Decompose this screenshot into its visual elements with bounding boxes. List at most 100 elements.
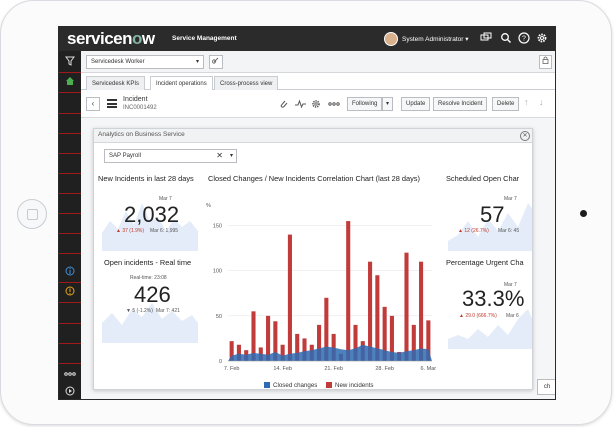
menu-icon[interactable] (107, 99, 117, 108)
search-icon[interactable] (499, 32, 513, 46)
new-incidents-bar (389, 315, 394, 361)
new-incidents-bar (280, 344, 285, 361)
workspace-selector[interactable]: Servicedesk Worker ▾ (86, 55, 204, 69)
new-incidents-bar (317, 324, 322, 361)
lock-icon[interactable] (539, 55, 552, 69)
chart-y-tick: 50 (216, 314, 222, 320)
attachment-icon[interactable] (279, 99, 288, 111)
update-button[interactable]: Update (401, 97, 431, 111)
chart-legend: Closed changes New incidents (264, 382, 374, 389)
close-icon[interactable]: ✕ (520, 131, 530, 141)
open-incidents-value[interactable]: 426 (134, 282, 171, 307)
scheduled-compare: Mar 6: 45 (498, 228, 520, 234)
app-name: Service Management (172, 35, 237, 42)
user-menu[interactable]: System Administrator ▾ (402, 36, 469, 43)
analytics-modal: Analytics on Business Service ✕ SAP Payr… (93, 128, 533, 390)
legend-new-incidents[interactable]: New incidents (325, 382, 374, 389)
module-tabs: Servicedesk KPIs Incident operations Cro… (81, 76, 555, 90)
new-incidents-bar (368, 261, 373, 361)
closed-changes-area (228, 344, 432, 361)
delete-button[interactable]: Delete (492, 97, 520, 111)
new-incidents-bar (236, 344, 241, 361)
chart-x-tick: 7. Feb (224, 366, 240, 372)
open-incidents-title[interactable]: Open incidents - Real time (104, 258, 192, 267)
user-avatar[interactable] (384, 32, 398, 46)
warning-icon[interactable] (59, 283, 81, 303)
new-incidents-bar (324, 297, 329, 361)
percentage-urgent-title[interactable]: Percentage Urgent Cha (446, 258, 524, 267)
correlation-chart[interactable]: % 0 50 100 150 7. Feb 14. Feb 21. Feb 28. Feb 6. … (200, 191, 440, 379)
new-incidents-bar (375, 275, 380, 361)
new-incidents-title[interactable]: New Incidents in last 28 days (98, 174, 194, 183)
pct-urgent-sparkline (448, 309, 532, 349)
play-icon[interactable] (59, 383, 81, 399)
chart-x-tick: 28. Feb (375, 366, 394, 372)
more-icon[interactable] (59, 364, 81, 384)
new-incidents-bar (331, 333, 336, 361)
following-menu-button[interactable]: ▾ (382, 97, 394, 111)
pct-urgent-delta: ▲ 29.0 (666.7%) (459, 313, 497, 319)
servicenow-logo[interactable]: servicenow (67, 29, 155, 48)
record-number: INC0001492 (123, 105, 157, 111)
new-incidents-bar (404, 252, 409, 361)
open-incidents-sparkline (102, 303, 198, 343)
workspace-bar: Servicedesk Worker ▾ (81, 51, 555, 73)
record-header: ‹ Incident INC0001492 Following ▾ Update… (81, 90, 555, 118)
scheduled-value[interactable]: 57 (480, 202, 505, 227)
tab-servicedesk-kpis[interactable]: Servicedesk KPIs (86, 76, 146, 90)
scheduled-delta: ▲ 12 (26.7%) (458, 228, 489, 234)
new-incidents-bar (273, 321, 278, 361)
pct-urgent-value[interactable]: 33.3% (462, 286, 525, 311)
chart-x-tick: 14. Feb (273, 366, 292, 372)
clear-icon[interactable]: ✕ (216, 151, 223, 160)
home-icon[interactable] (59, 73, 81, 93)
activity-icon[interactable] (295, 99, 306, 111)
chat-icon[interactable] (479, 32, 493, 46)
new-incidents-date: Mar 7 (159, 196, 172, 202)
resolve-incident-button[interactable]: Resolve Incident (433, 97, 488, 111)
help-icon[interactable]: ? (517, 32, 531, 46)
gear-icon[interactable] (535, 32, 549, 46)
scheduled-open-changes-title[interactable]: Scheduled Open Char (446, 174, 520, 183)
tab-cross-process-view[interactable]: Cross-process view (214, 76, 279, 90)
following-button[interactable]: Following (347, 97, 383, 111)
new-incidents-bar (251, 311, 256, 361)
new-incidents-bar (411, 324, 416, 361)
new-incidents-bar (426, 320, 431, 361)
chevron-down-icon[interactable]: ▾ (229, 153, 233, 159)
business-service-filter[interactable]: SAP Payroll ✕ ▾ (104, 149, 237, 163)
open-incidents-date: Real-time: 23:08 (130, 275, 167, 281)
back-button[interactable]: ‹ (86, 97, 100, 111)
new-incidents-bar (419, 261, 424, 361)
up-arrow-icon[interactable]: ↑ (524, 97, 529, 107)
chart-y-tick: 0 (219, 359, 222, 365)
more-options-icon[interactable] (328, 99, 340, 111)
new-incidents-delta: ▲ 37 (1.9%) (116, 228, 145, 234)
settings-icon[interactable] (311, 99, 321, 111)
pct-urgent-date: Mar 7 (504, 282, 517, 288)
filter-icon[interactable] (59, 53, 81, 73)
chart-x-tick: 6. Mar (421, 366, 437, 372)
new-incidents-bar (266, 315, 271, 361)
new-incidents-value[interactable]: 2,032 (124, 202, 180, 227)
new-incidents-sparkline (102, 203, 198, 251)
info-icon[interactable] (59, 263, 81, 283)
scheduled-date: Mar 7 (504, 196, 517, 202)
new-incidents-bar (302, 338, 307, 361)
tablet-camera (580, 210, 587, 217)
app-screen: servicenow Service Management System Adm… (58, 26, 556, 400)
chart-y-label: % (206, 203, 211, 209)
svg-text:?: ? (522, 36, 526, 43)
chart-x-tick: 21. Feb (324, 366, 343, 372)
chart-title[interactable]: Closed Changes / New Incidents Correlati… (208, 174, 420, 183)
background-button[interactable]: ch (537, 379, 555, 395)
chart-y-tick: 150 (213, 224, 222, 230)
top-header: servicenow Service Management System Adm… (59, 27, 555, 51)
legend-closed-changes[interactable]: Closed changes (264, 382, 317, 389)
new-incidents-bar (287, 234, 292, 361)
down-arrow-icon[interactable]: ↓ (539, 97, 544, 107)
left-nav-sidebar (59, 51, 81, 399)
tab-incident-operations[interactable]: Incident operations (150, 76, 213, 90)
link-icon[interactable] (209, 55, 223, 69)
